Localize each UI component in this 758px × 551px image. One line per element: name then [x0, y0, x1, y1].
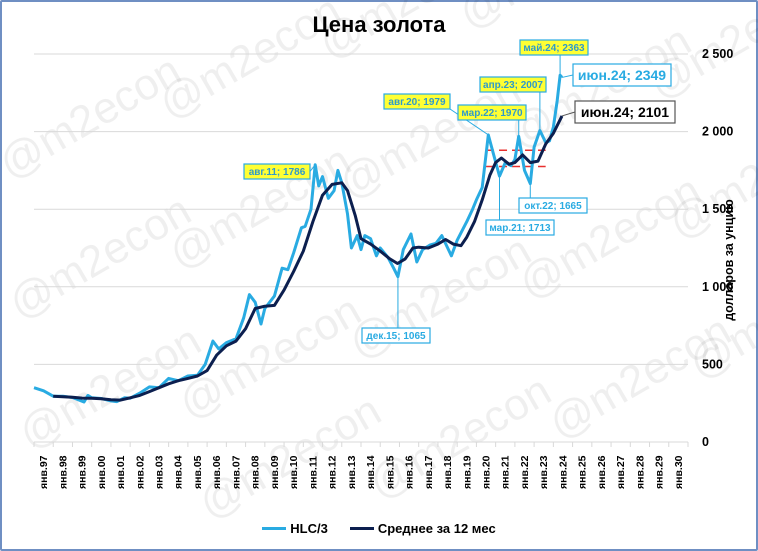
x-tick-label: янв.18 [442, 455, 454, 489]
x-tick-label: янв.27 [615, 455, 627, 489]
x-tick-label: янв.06 [211, 455, 223, 489]
annotation-label: авг.20; 1979 [388, 97, 446, 108]
y-tick-label: 2 000 [702, 125, 733, 139]
chart-title: Цена золота [312, 12, 446, 37]
annotation-label: дек.15; 1065 [366, 331, 426, 342]
annotation-leader [561, 111, 576, 117]
annotation-label: май.24; 2363 [523, 43, 585, 54]
x-tick-label: янв.09 [269, 455, 281, 489]
annotation-label: мар.22; 1970 [461, 108, 523, 119]
x-tick-label: янв.25 [577, 455, 589, 489]
x-tick-label: янв.19 [461, 455, 473, 489]
x-tick-label: янв.26 [596, 455, 608, 489]
x-tick-label: янв.14 [365, 455, 377, 489]
legend: HLC/3 Среднее за 12 мес [0, 521, 758, 536]
x-tick-label: янв.00 [96, 455, 108, 489]
x-tick-label: янв.23 [538, 455, 550, 489]
x-tick-label: янв.08 [250, 455, 262, 489]
annotation-box [361, 327, 431, 344]
annotation-leader [309, 164, 316, 172]
annotation-label: мар.21; 1713 [489, 223, 551, 234]
annotation-leader [449, 108, 489, 136]
watermark-text: @m2econ [151, 0, 350, 129]
legend-swatch-avg12 [349, 527, 374, 530]
watermark-text: @m2econ [1, 186, 200, 329]
series-avg12-line [53, 115, 564, 402]
x-tick-label: янв.24 [557, 455, 569, 489]
y-tick-label: 500 [702, 357, 723, 371]
legend-swatch-hlc [262, 527, 287, 530]
annotation-leader [561, 74, 574, 78]
y-tick-label: 0 [702, 435, 709, 449]
y-axis-title: долларов за унцию [722, 110, 742, 410]
x-tick-label: янв.07 [230, 455, 242, 489]
annotation-box [574, 100, 676, 124]
annotation-label: авг.11; 1786 [249, 167, 306, 178]
x-tick-label: янв.10 [288, 455, 300, 489]
x-tick-label: янв.28 [634, 455, 646, 489]
annotation-box [485, 219, 555, 236]
x-tick-label: янв.17 [423, 455, 435, 489]
annotation-box [457, 104, 527, 121]
y-tick-label: 1 000 [702, 280, 733, 294]
annotation-box [243, 163, 311, 180]
annotation-label: июн.24; 2349 [578, 67, 666, 83]
x-tick-label: янв.13 [346, 455, 358, 489]
watermark-text: @m2econ [451, 0, 650, 39]
y-tick-label: 1 500 [702, 202, 733, 216]
annotation-box [518, 197, 588, 214]
watermark-text: @m2econ [161, 136, 360, 279]
annotation-label: апр.23; 2007 [483, 80, 543, 91]
x-tick-label: янв.21 [500, 455, 512, 489]
x-tick-label: янв.02 [134, 455, 146, 489]
y-tick-label: 2 500 [702, 47, 733, 61]
x-tick-label: янв.03 [154, 455, 166, 489]
legend-item-avg12[interactable]: Среднее за 12 мес [349, 521, 496, 536]
watermark-text: @m2econ [0, 46, 189, 189]
x-tick-label: янв.30 [673, 455, 685, 489]
x-tick-label: янв.20 [481, 455, 493, 489]
x-tick-label: янв.97 [38, 455, 50, 489]
annotation-label: окт.22; 1665 [524, 201, 582, 212]
annotation-label: июн.24; 2101 [581, 104, 669, 120]
annotation-box [479, 76, 547, 93]
legend-item-hlc[interactable]: HLC/3 [262, 521, 328, 536]
annotation-box [572, 63, 672, 87]
x-tick-label: янв.05 [192, 455, 204, 489]
annotation-box [519, 39, 589, 56]
x-tick-label: янв.98 [57, 455, 69, 489]
x-tick-label: янв.11 [307, 456, 319, 489]
x-tick-label: янв.16 [404, 455, 416, 489]
series-hlc3-line [33, 73, 564, 404]
x-tick-label: янв.29 [654, 455, 666, 489]
legend-label-hlc: HLC/3 [290, 521, 328, 536]
x-tick-label: янв.01 [115, 455, 127, 489]
x-tick-label: янв.15 [384, 455, 396, 489]
legend-label-avg12: Среднее за 12 мес [377, 521, 496, 536]
x-tick-label: янв.99 [77, 455, 89, 489]
annotation-box [383, 93, 451, 110]
y-axis-title-text: долларов за унцию [722, 199, 736, 321]
watermark-text: @m2econ [341, 226, 540, 369]
x-tick-label: янв.12 [327, 455, 339, 489]
x-tick-label: янв.04 [173, 455, 185, 489]
x-tick-label: янв.22 [519, 455, 531, 489]
